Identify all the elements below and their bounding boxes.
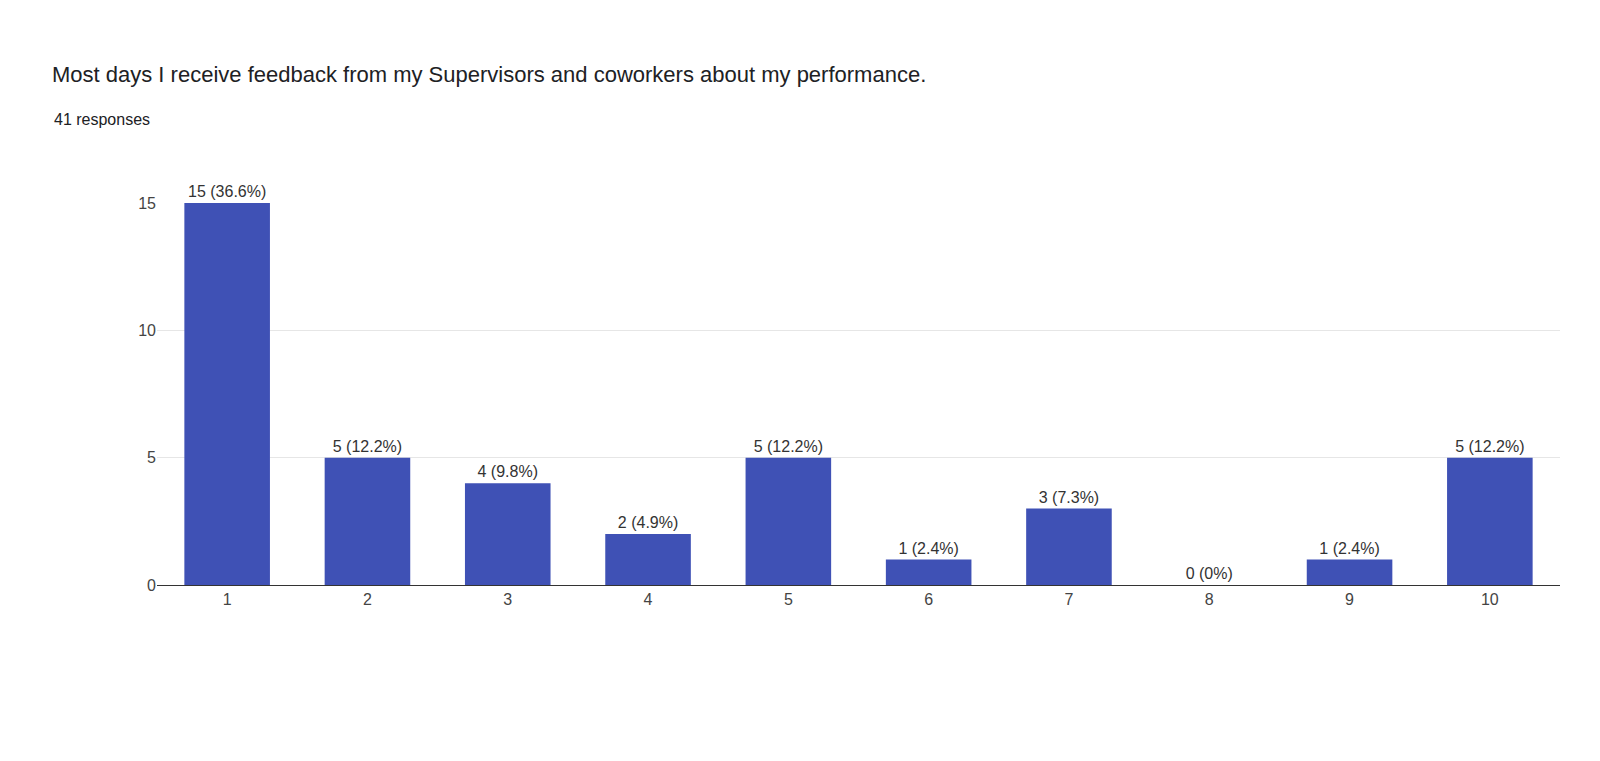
svg-text:3 (7.3%): 3 (7.3%) [1039,489,1099,506]
svg-text:9: 9 [1345,591,1354,608]
svg-text:7: 7 [1064,591,1073,608]
svg-text:10: 10 [1481,591,1499,608]
svg-text:41 responses: 41 responses [54,111,150,128]
svg-text:15 (36.6%): 15 (36.6%) [188,183,266,200]
svg-text:8: 8 [1205,591,1214,608]
svg-text:Most days I receive feedback f: Most days I receive feedback from my Sup… [52,62,926,87]
svg-text:1 (2.4%): 1 (2.4%) [898,540,958,557]
svg-text:5: 5 [784,591,793,608]
svg-text:2: 2 [363,591,372,608]
svg-text:3: 3 [503,591,512,608]
svg-text:10: 10 [138,322,156,339]
svg-text:0 (0%): 0 (0%) [1186,565,1233,582]
svg-text:1 (2.4%): 1 (2.4%) [1319,540,1379,557]
svg-text:1: 1 [223,591,232,608]
svg-text:4: 4 [644,591,653,608]
svg-text:5: 5 [147,449,156,466]
svg-text:5 (12.2%): 5 (12.2%) [333,438,402,455]
svg-text:2 (4.9%): 2 (4.9%) [618,514,678,531]
svg-text:6: 6 [924,591,933,608]
svg-text:0: 0 [147,577,156,594]
svg-text:4 (9.8%): 4 (9.8%) [478,463,538,480]
svg-text:15: 15 [138,195,156,212]
svg-text:5 (12.2%): 5 (12.2%) [1455,438,1524,455]
svg-text:5 (12.2%): 5 (12.2%) [754,438,823,455]
